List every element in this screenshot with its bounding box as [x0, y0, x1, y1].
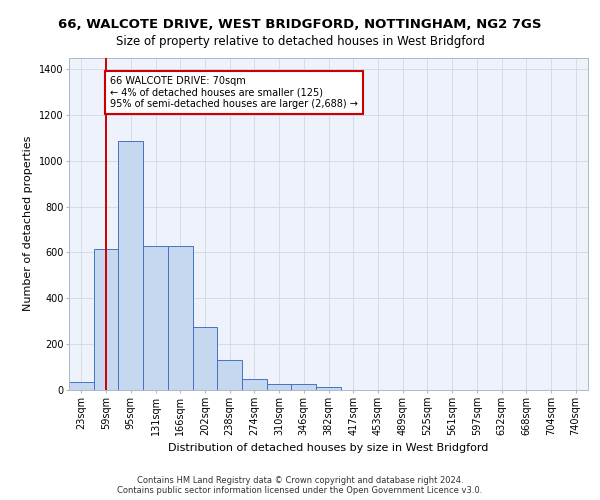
- Bar: [143, 246, 168, 390]
- Bar: [168, 246, 193, 390]
- Text: 66 WALCOTE DRIVE: 70sqm
← 4% of detached houses are smaller (125)
95% of semi-de: 66 WALCOTE DRIVE: 70sqm ← 4% of detached…: [110, 76, 358, 109]
- Text: Contains public sector information licensed under the Open Government Licence v3: Contains public sector information licen…: [118, 486, 482, 495]
- Bar: [242, 378, 267, 390]
- Bar: [69, 382, 94, 390]
- Bar: [316, 386, 341, 390]
- Bar: [94, 249, 118, 390]
- Bar: [118, 141, 143, 390]
- Bar: [292, 384, 316, 390]
- X-axis label: Distribution of detached houses by size in West Bridgford: Distribution of detached houses by size …: [169, 444, 488, 454]
- Bar: [193, 327, 217, 390]
- Y-axis label: Number of detached properties: Number of detached properties: [23, 136, 33, 312]
- Bar: [217, 360, 242, 390]
- Text: 66, WALCOTE DRIVE, WEST BRIDGFORD, NOTTINGHAM, NG2 7GS: 66, WALCOTE DRIVE, WEST BRIDGFORD, NOTTI…: [58, 18, 542, 30]
- Text: Size of property relative to detached houses in West Bridgford: Size of property relative to detached ho…: [116, 35, 484, 48]
- Bar: [267, 384, 292, 390]
- Text: Contains HM Land Registry data © Crown copyright and database right 2024.: Contains HM Land Registry data © Crown c…: [137, 476, 463, 485]
